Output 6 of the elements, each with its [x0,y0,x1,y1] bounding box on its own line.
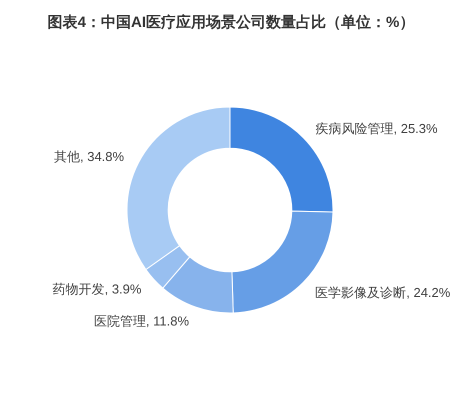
chart-title: 图表4：中国AI医疗应用场景公司数量占比（单位：%） [48,13,414,31]
slice-label: 医学影像及诊断, 24.2% [315,285,451,300]
slice-label: 疾病风险管理, 25.3% [316,121,438,136]
slice-label: 药物开发, 3.9% [52,282,142,297]
slice-label: 其他, 34.8% [54,149,125,164]
slice-label: 医院管理, 11.8% [94,313,190,328]
